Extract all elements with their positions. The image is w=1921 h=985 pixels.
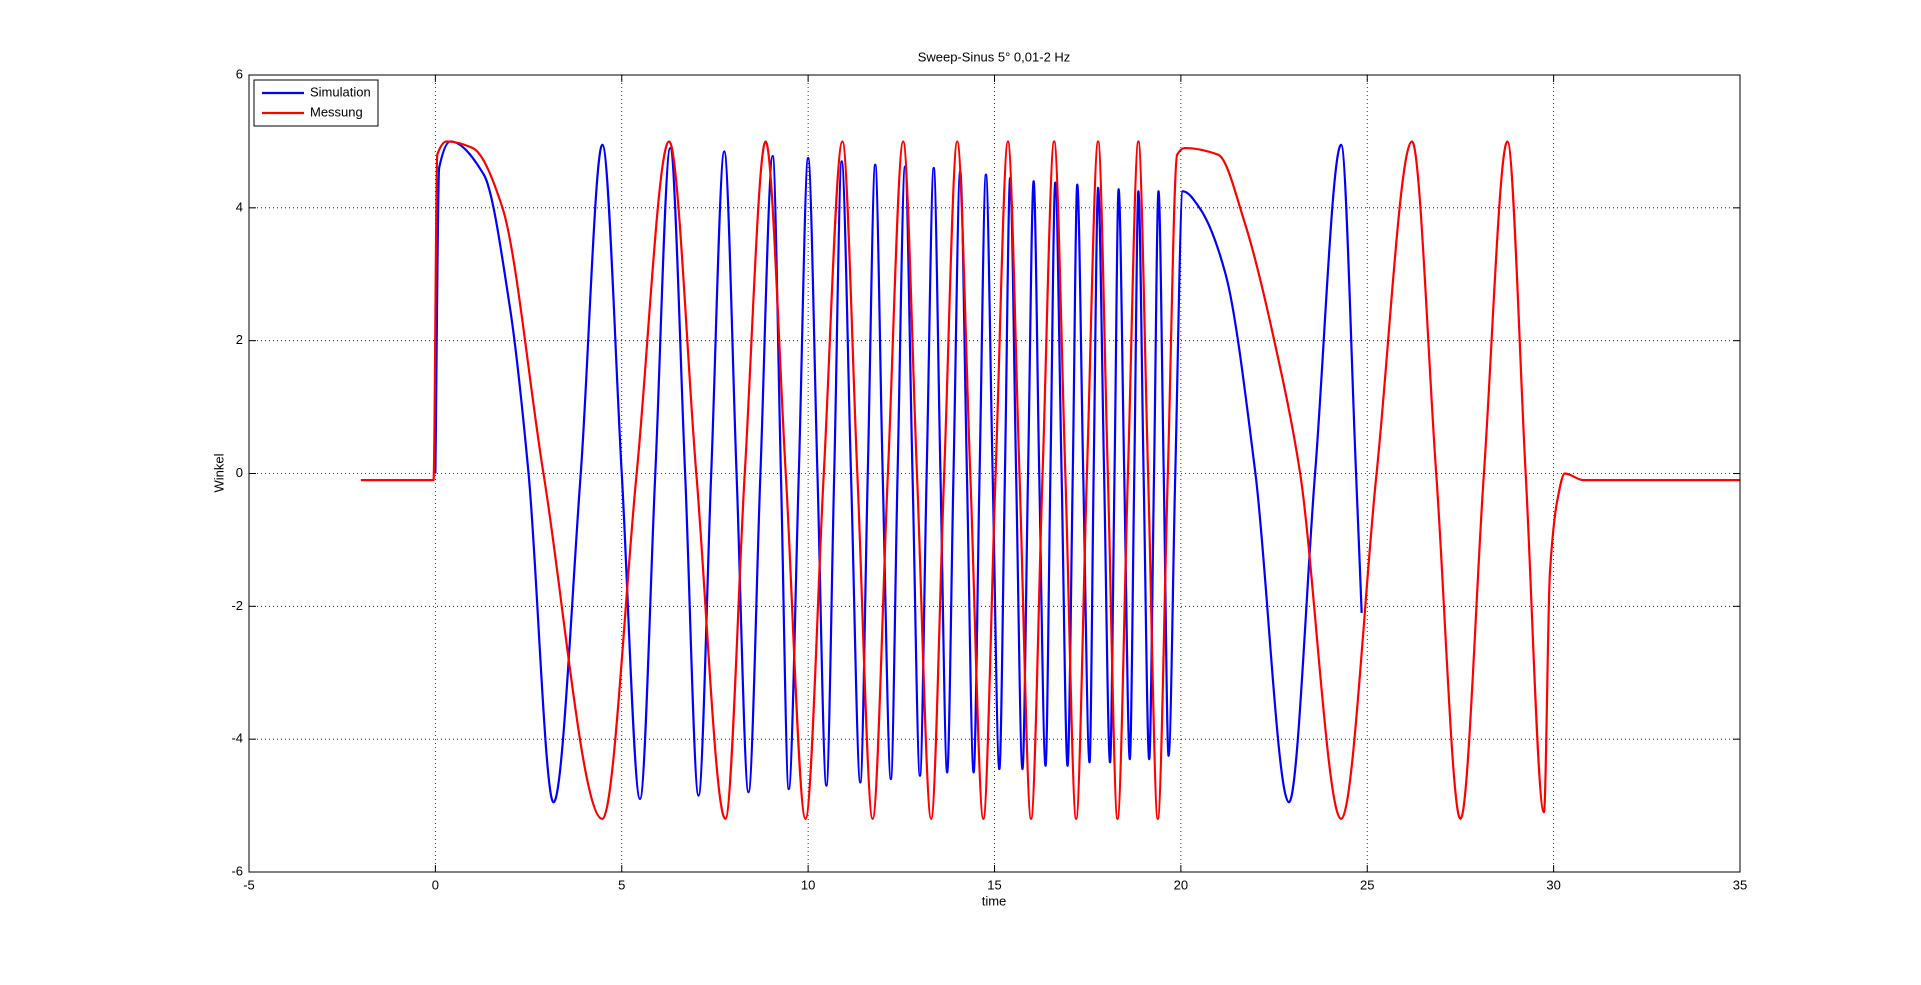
y-tick-label: 4 [236,199,243,214]
y-tick-label: -2 [231,598,243,613]
x-tick-label: 35 [1733,877,1747,892]
y-tick-label: -6 [231,863,243,878]
axes-box [248,74,1741,873]
plot-area [249,75,1740,872]
y-tick-label: 2 [236,332,243,347]
legend: Simulation Messung [253,79,379,127]
y-tick-label: 6 [236,66,243,81]
y-axis-label: Winkel [211,453,226,492]
y-tick-label: 0 [236,465,243,480]
y-tick-label: -4 [231,731,243,746]
legend-label: Messung [310,104,363,119]
series-line [434,140,1363,804]
x-tick-label: 30 [1546,877,1560,892]
x-tick-label: -5 [243,877,255,892]
x-tick-label: 25 [1360,877,1374,892]
x-tick-label: 20 [1174,877,1188,892]
series-line [360,140,1740,820]
x-tick-label: 0 [432,877,439,892]
legend-box [253,79,379,127]
chart-title: Sweep-Sinus 5° 0,01-2 Hz [918,49,1071,64]
x-tick-label: 15 [987,877,1001,892]
legend-label: Simulation [310,84,371,99]
x-axis-label: time [982,893,1007,908]
x-tick-label: 5 [618,877,625,892]
x-tick-label: 10 [801,877,815,892]
